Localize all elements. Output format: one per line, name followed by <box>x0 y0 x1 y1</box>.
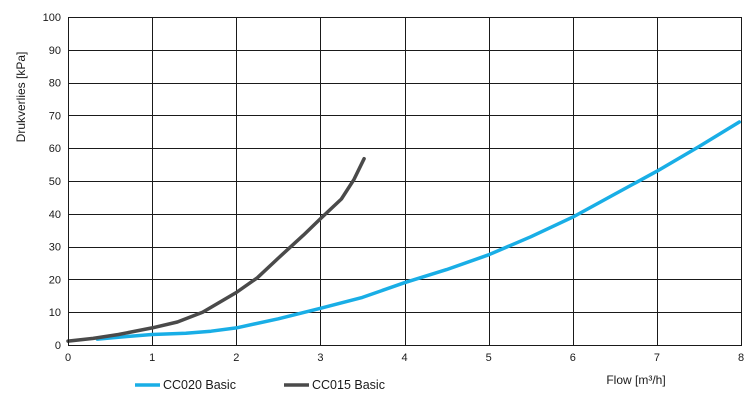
grid <box>68 17 742 346</box>
plot-frame <box>68 17 742 346</box>
x-axis-title: Flow [m³/h] <box>606 373 665 387</box>
y-tick-labels: 0 10 20 30 40 50 60 70 80 90 100 <box>43 12 61 352</box>
x-tick-label: 6 <box>570 352 576 364</box>
x-tick-label: 7 <box>654 352 660 364</box>
y-tick-label: 10 <box>49 307 61 319</box>
series-layer <box>66 120 742 343</box>
x-tick-labels: 0 1 2 3 4 5 6 7 8 <box>65 352 744 364</box>
series-line-cc015-basic <box>66 156 366 343</box>
y-tick-label: 20 <box>49 274 61 286</box>
y-tick-label: 0 <box>55 340 61 352</box>
x-tick-label: 1 <box>149 352 155 364</box>
x-tick-label: 4 <box>401 352 407 364</box>
y-tick-label: 30 <box>49 242 61 254</box>
y-tick-label: 40 <box>49 209 61 221</box>
y-tick-label: 70 <box>49 110 61 122</box>
legend-label-cc015: CC015 Basic <box>312 378 385 392</box>
x-tick-label: 5 <box>486 352 492 364</box>
y-tick-label: 80 <box>49 78 61 90</box>
series-line-cc020-basic <box>95 120 742 341</box>
x-tick-label: 0 <box>65 352 71 364</box>
y-axis-title: Drukverlies [kPa] <box>14 52 28 143</box>
y-tick-label: 100 <box>43 12 61 24</box>
y-tick-label: 50 <box>49 176 61 188</box>
legend-label-cc020: CC020 Basic <box>163 378 236 392</box>
x-tick-label: 8 <box>738 352 744 364</box>
y-tick-label: 90 <box>49 45 61 57</box>
y-tick-label: 60 <box>49 143 61 155</box>
legend: CC020 Basic CC015 Basic <box>135 378 385 392</box>
x-tick-label: 2 <box>233 352 239 364</box>
x-tick-label: 3 <box>317 352 323 364</box>
